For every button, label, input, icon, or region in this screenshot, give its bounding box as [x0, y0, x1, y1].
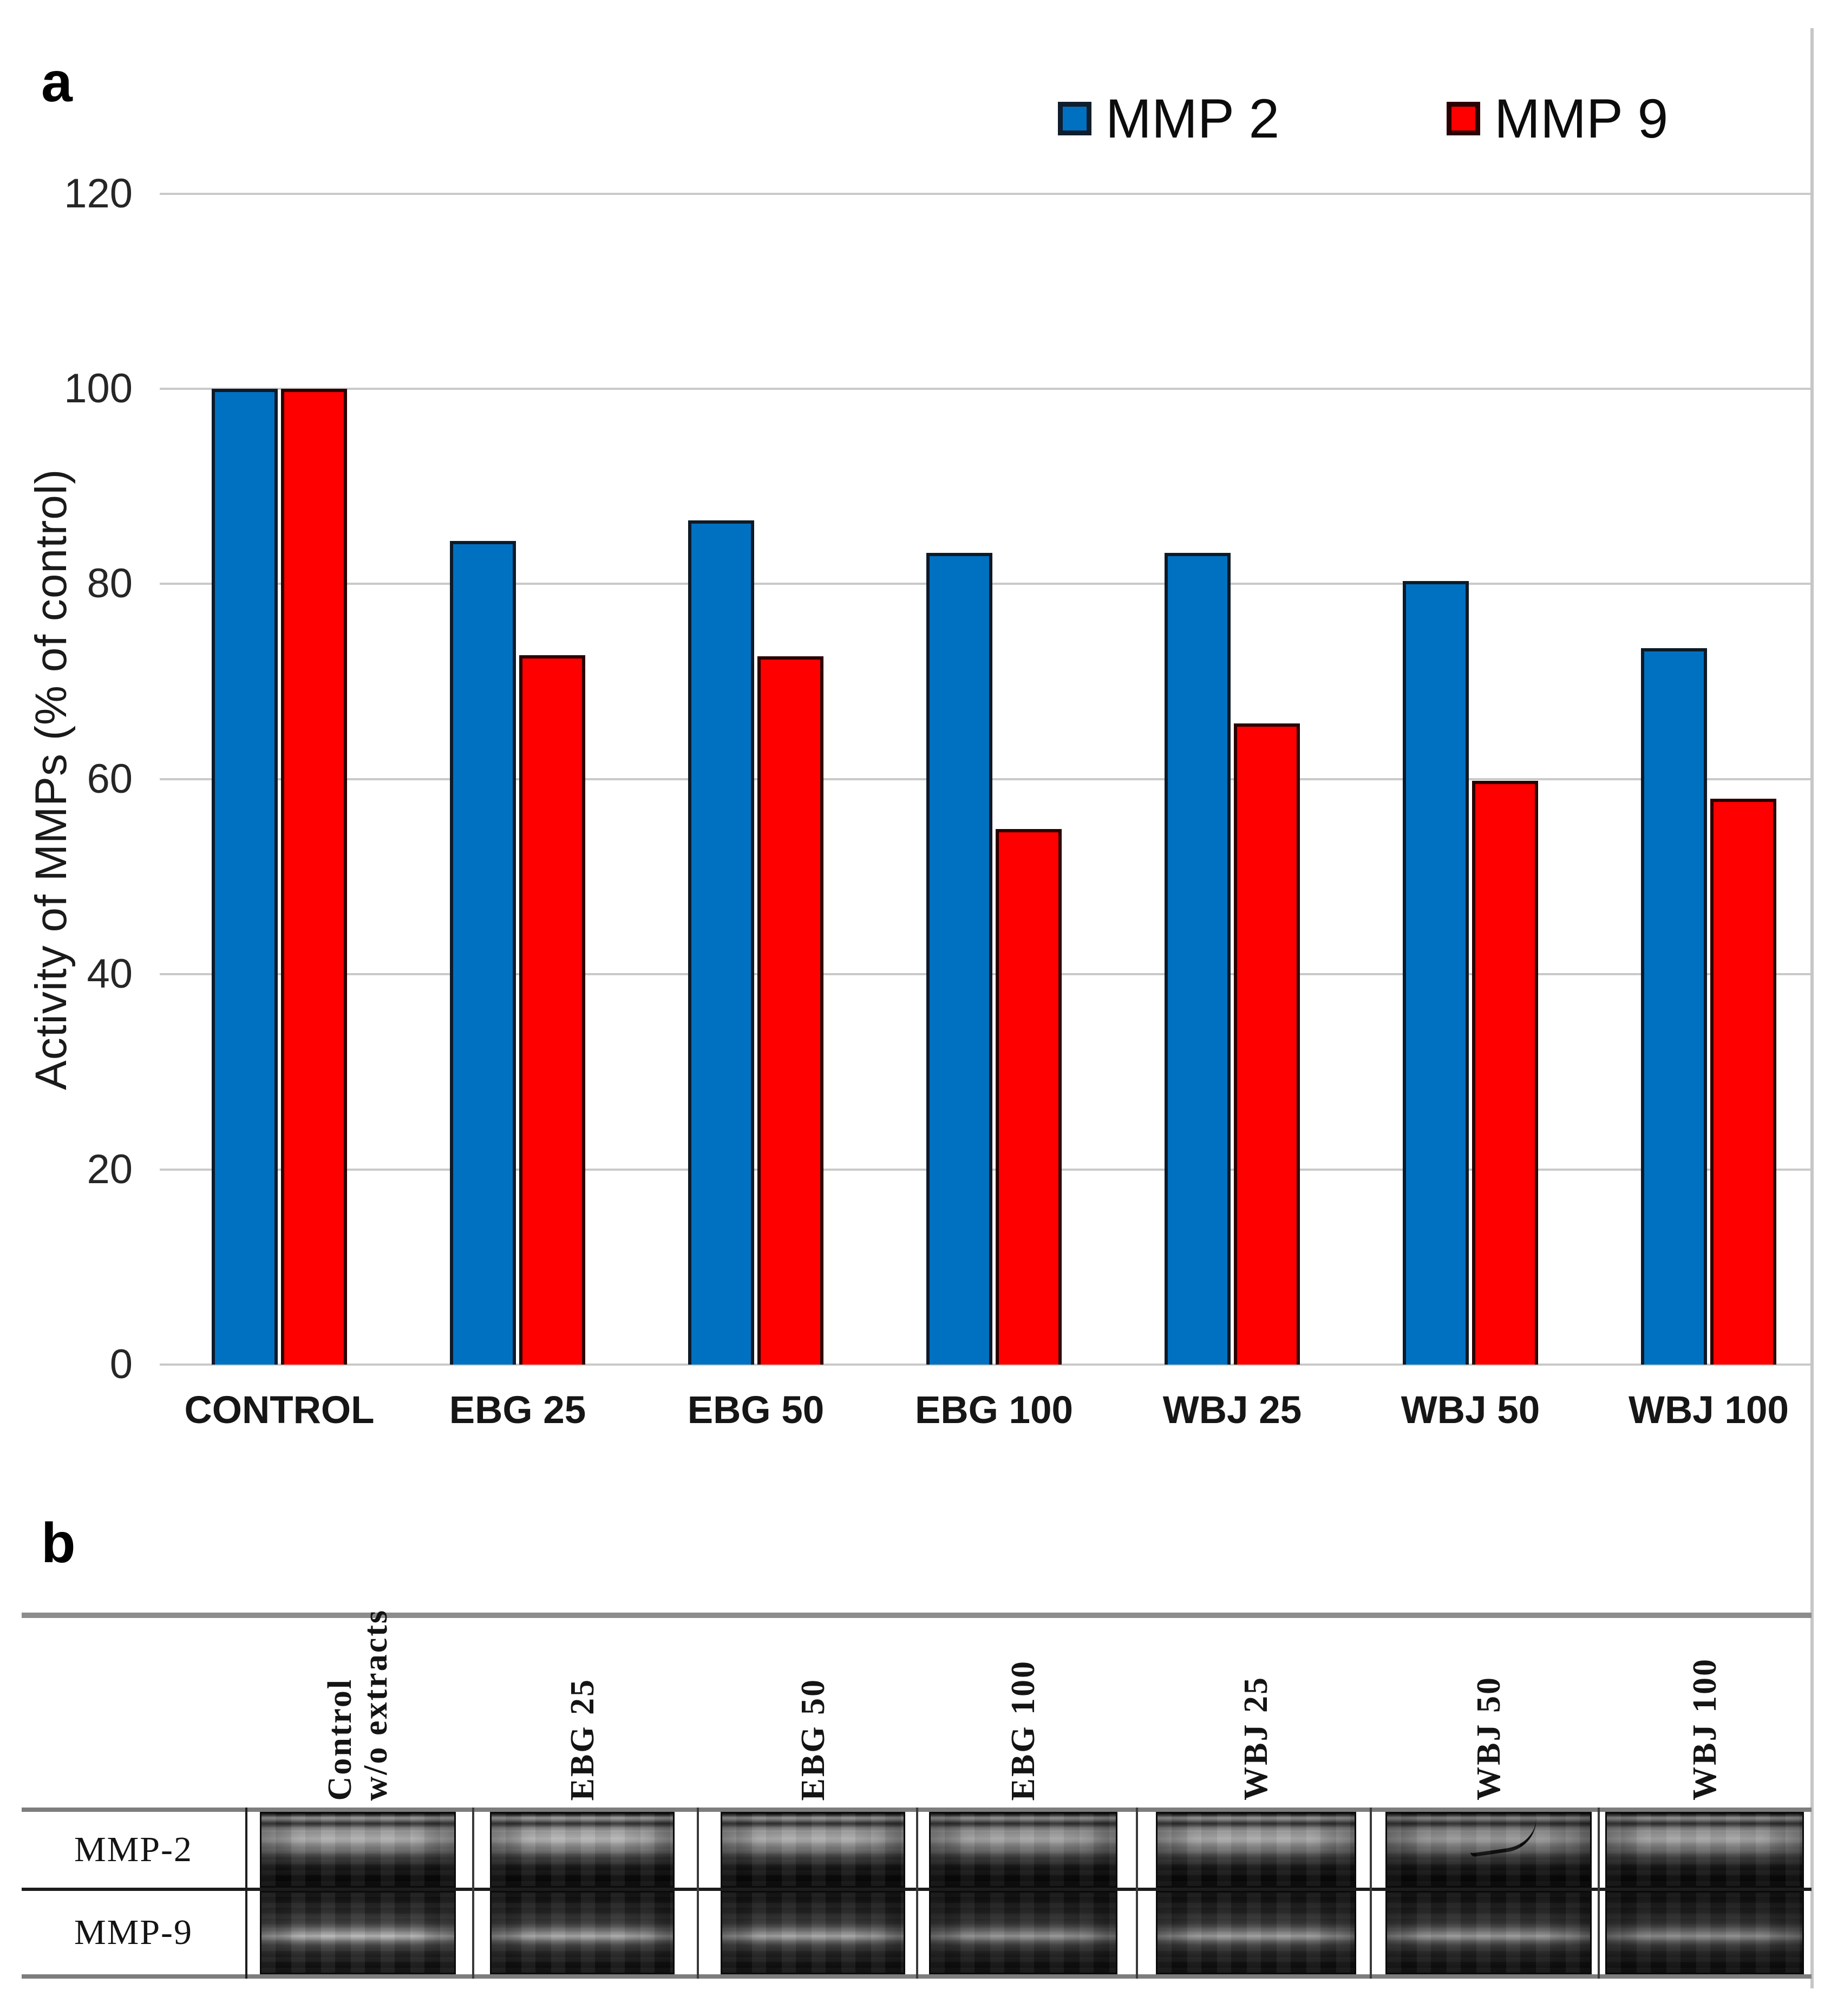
- gel-row-label-mmp9: MMP-9: [74, 1913, 193, 1952]
- bar-mmp-9-wbj-100: [1710, 798, 1776, 1365]
- gridline-0: [160, 1363, 1812, 1366]
- gel-lane-label-wbj-50: WBJ 50: [1470, 1676, 1507, 1800]
- gel-lane-mmp-9-wbj-50: [1385, 1891, 1592, 1974]
- plot-right-border: [1810, 28, 1814, 1988]
- gel-lane-separator: [472, 1808, 474, 1979]
- gel-lane-label-wbj-25: WBJ 25: [1238, 1676, 1274, 1800]
- bar-mmp-2-wbj-25: [1165, 552, 1231, 1365]
- gel-lane-mmp-2-ebg-100: [929, 1812, 1117, 1888]
- gel-lane-mmp-2-ebg-50: [721, 1812, 905, 1888]
- gel-lane-mmp-9-wbj-25: [1156, 1891, 1356, 1974]
- y-tick-label-60: 60: [87, 755, 133, 802]
- bar-mmp-2-wbj-100: [1641, 648, 1707, 1365]
- bar-mmp-2-control: [212, 389, 278, 1365]
- bar-mmp-2-ebg-25: [450, 541, 516, 1365]
- bar-mmp-9-control: [281, 389, 347, 1365]
- gel-lane-label-ebg-50: EBG 50: [794, 1678, 832, 1800]
- gel-scratch-artifact: [1466, 1814, 1541, 1857]
- bar-mmp-2-ebg-100: [926, 552, 992, 1365]
- legend-swatch-mmp2-icon: [1058, 102, 1091, 135]
- x-axis-label-wbj-25: WBJ 25: [1162, 1389, 1302, 1432]
- x-axis-label-ebg-50: EBG 50: [687, 1389, 825, 1432]
- bar-mmp-9-wbj-25: [1234, 723, 1300, 1365]
- gel-lane-label-ebg-100: EBG 100: [1005, 1659, 1042, 1800]
- gel-lane-separator: [696, 1808, 699, 1979]
- legend-swatch-mmp9-icon: [1447, 102, 1480, 135]
- gel-lane-mmp-9-ebg-25: [490, 1891, 675, 1974]
- gel-lane-mmp-2-ebg-25: [490, 1812, 675, 1888]
- gel-lane-mmp-9-wbj-100: [1605, 1891, 1804, 1974]
- gel-lane-label-ebg-25: EBG 25: [564, 1678, 601, 1800]
- gridline-120: [160, 192, 1812, 195]
- gel-lane-separator: [1370, 1808, 1372, 1979]
- gridline-100: [160, 388, 1812, 390]
- bar-mmp-9-ebg-50: [757, 656, 823, 1365]
- y-tick-label-100: 100: [64, 366, 133, 412]
- gel-lane-mmp-2-wbj-25: [1156, 1812, 1356, 1888]
- panel-a-label: a: [41, 51, 73, 114]
- x-axis-label-ebg-25: EBG 25: [449, 1389, 586, 1432]
- gel-lane-mmp-2-control-w-o-extracts: [260, 1812, 456, 1888]
- gel-label-column-divider: [245, 1808, 247, 1979]
- gel-lane-label-control-w-o-extracts: Control w/o extracts: [322, 1608, 394, 1800]
- gel-lane-label-wbj-100: WBJ 100: [1686, 1658, 1723, 1800]
- gel-lane-separator: [916, 1808, 918, 1979]
- legend-label-mmp9: MMP 9: [1494, 88, 1669, 149]
- gel-lane-mmp-9-ebg-50: [721, 1891, 905, 1974]
- panel-b-label: b: [41, 1512, 76, 1575]
- gel-lane-mmp-2-wbj-50: [1385, 1812, 1592, 1888]
- legend-label-mmp2: MMP 2: [1106, 88, 1280, 149]
- gel-row-label-mmp2: MMP-2: [74, 1830, 193, 1869]
- y-tick-label-40: 40: [87, 951, 133, 997]
- gel-lane-mmp-9-ebg-100: [929, 1891, 1117, 1974]
- y-tick-label-0: 0: [109, 1341, 133, 1387]
- panel-divider-line: [22, 1613, 1812, 1618]
- legend-item-mmp9: MMP 9: [1447, 91, 1668, 146]
- bar-mmp-9-ebg-100: [996, 828, 1062, 1365]
- y-tick-label-80: 80: [87, 560, 133, 607]
- bar-mmp-9-ebg-25: [519, 655, 585, 1365]
- bar-mmp-2-wbj-50: [1403, 580, 1469, 1365]
- bar-mmp-2-ebg-50: [688, 520, 754, 1365]
- x-axis-label-ebg-100: EBG 100: [914, 1389, 1074, 1432]
- bar-mmp-9-wbj-50: [1472, 781, 1538, 1365]
- x-axis-label-wbj-100: WBJ 100: [1629, 1389, 1789, 1432]
- legend-item-mmp2: MMP 2: [1058, 91, 1279, 146]
- x-axis-label-wbj-50: WBJ 50: [1401, 1389, 1540, 1432]
- gel-lane-separator: [1597, 1808, 1600, 1979]
- gel-lane-separator: [1135, 1808, 1138, 1979]
- gel-lane-mmp-2-wbj-100: [1605, 1812, 1804, 1888]
- y-tick-label-20: 20: [87, 1146, 133, 1192]
- y-tick-label-120: 120: [64, 170, 133, 217]
- gel-lane-mmp-9-control-w-o-extracts: [260, 1891, 456, 1974]
- x-axis-label-control: CONTROL: [184, 1389, 375, 1432]
